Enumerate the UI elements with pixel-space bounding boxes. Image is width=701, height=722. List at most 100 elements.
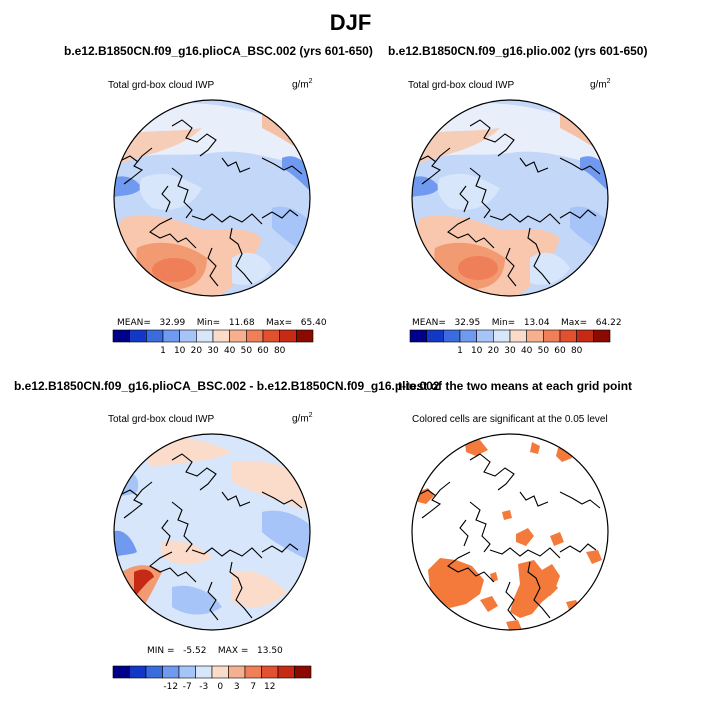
colorbar-1-segment bbox=[112, 329, 130, 343]
colorbar-1-tick-label: 50 bbox=[241, 346, 253, 356]
colorbar-2-segment bbox=[526, 329, 544, 343]
panel-2-field-light-center bbox=[437, 173, 500, 210]
panel-2-min-value: 13.04 bbox=[523, 318, 550, 328]
colorbar-1-segment bbox=[196, 329, 214, 343]
panel-1-polar-map bbox=[113, 99, 311, 297]
colorbar-3-segment bbox=[112, 665, 130, 679]
panel-2-map-border bbox=[411, 99, 609, 297]
figure-title: DJF bbox=[329, 10, 372, 35]
panel-2-mean-value: 32.95 bbox=[454, 318, 481, 328]
panel-3-max-value: 13.50 bbox=[257, 646, 283, 656]
colorbar-1-segment bbox=[279, 329, 297, 343]
panel-2-min-label: Min= bbox=[491, 318, 516, 328]
panel-2-variable: Total grd-box cloud IWP bbox=[408, 80, 515, 91]
panel-3-coastlines bbox=[114, 453, 303, 621]
panel-1-field-hot-max bbox=[152, 258, 196, 282]
colorbar-3-tick-label: 12 bbox=[264, 682, 275, 692]
colorbar-1-segment bbox=[129, 329, 147, 343]
panel-3-field-blue-e bbox=[262, 510, 310, 562]
panel-1-field-blue-w bbox=[114, 176, 142, 198]
panel-1-min-label: Min= bbox=[196, 318, 221, 328]
colorbar-2-segment bbox=[576, 329, 594, 343]
colorbar-3-segment bbox=[244, 665, 262, 679]
colorbar-2-tick-label: 40 bbox=[521, 346, 533, 356]
panel-2-title: b.e12.B1850CN.f09_g16.plio.002 (yrs 601-… bbox=[388, 44, 648, 58]
panel-4-coastlines bbox=[412, 453, 601, 621]
colorbar-1-tick-label: 60 bbox=[257, 346, 269, 356]
panel-1-colorbar: 1 10 20 30 40 50 60 80 bbox=[112, 329, 314, 356]
panel-1-coastlines bbox=[114, 119, 303, 287]
panel-1-min-value: 11.68 bbox=[228, 318, 255, 328]
panel-3-units: g/m2 bbox=[292, 412, 313, 425]
colorbar-3-tick-label: 0 bbox=[217, 682, 223, 692]
colorbar-2-tick-label: 60 bbox=[554, 346, 566, 356]
panel-3-max-label: MAX = bbox=[217, 646, 249, 656]
panel-3-map-border bbox=[113, 433, 311, 631]
colorbar-1-tick-label: 10 bbox=[174, 346, 186, 356]
panel-2-stats: MEAN= 32.95 Min= 13.04 Max= 64.22 bbox=[412, 318, 622, 328]
colorbar-3-tick-label: -12 bbox=[163, 682, 178, 692]
colorbar-1-tick-label: 80 bbox=[274, 346, 286, 356]
colorbar-1-segment bbox=[212, 329, 230, 343]
colorbar-2-tick-label: 30 bbox=[504, 346, 516, 356]
colorbar-2-tick-label: 10 bbox=[471, 346, 483, 356]
colorbar-1-segment bbox=[296, 329, 314, 343]
colorbar-3-tick-label: 7 bbox=[250, 682, 256, 692]
colorbar-2-tick-label: 20 bbox=[488, 346, 500, 356]
panel-1-field-light-se bbox=[232, 252, 272, 285]
panel-4-map-border bbox=[411, 433, 609, 631]
colorbar-1-segment bbox=[179, 329, 197, 343]
panel-2-field-blue-w bbox=[412, 176, 440, 198]
colorbar-1-tick-label: 30 bbox=[207, 346, 219, 356]
panel-4-field-background bbox=[412, 434, 608, 630]
colorbar-2-segment bbox=[476, 329, 494, 343]
colorbar-3-segment bbox=[261, 665, 279, 679]
panel-3-min-value: -5.52 bbox=[183, 646, 207, 656]
panel-2-field-hot-max bbox=[458, 256, 498, 280]
colorbar-3-tick-label: 3 bbox=[234, 682, 240, 692]
panel-1-mean-value: 32.99 bbox=[159, 318, 186, 328]
colorbar-1-segment bbox=[162, 329, 180, 343]
colorbar-2-segment bbox=[409, 329, 427, 343]
panel-1-field-light-center bbox=[139, 173, 202, 210]
panel-1-variable: Total grd-box cloud IWP bbox=[108, 80, 215, 91]
panel-2-colorbar: 1 10 20 30 40 50 60 80 bbox=[409, 329, 611, 356]
colorbar-3-tick-label: -3 bbox=[199, 682, 208, 692]
panel-3-variable: Total grd-box cloud IWP bbox=[108, 414, 215, 425]
colorbar-1-segment bbox=[229, 329, 247, 343]
colorbar-2-segment bbox=[493, 329, 511, 343]
colorbar-3-segment bbox=[277, 665, 295, 679]
colorbar-3-segment bbox=[294, 665, 312, 679]
panel-2-field-light-se bbox=[530, 252, 570, 285]
colorbar-1-segment bbox=[146, 329, 164, 343]
panel-3-field-blue-s bbox=[172, 585, 222, 615]
panel-1-mean-label: MEAN= bbox=[117, 318, 151, 328]
panel-2-mean-label: MEAN= bbox=[412, 318, 446, 328]
colorbar-2-segment bbox=[543, 329, 561, 343]
panel-4-polar-map bbox=[411, 433, 609, 631]
colorbar-2-segment bbox=[559, 329, 577, 343]
panel-2-polar-map bbox=[411, 99, 609, 297]
colorbar-2-tick-label: 80 bbox=[571, 346, 583, 356]
panel-3-field-hot-max bbox=[134, 569, 154, 597]
colorbar-3-segment bbox=[145, 665, 163, 679]
colorbar-2-segment bbox=[443, 329, 461, 343]
panel-2-units: g/m2 bbox=[590, 78, 611, 91]
colorbar-1-segment bbox=[246, 329, 264, 343]
panel-3-min-label: MIN = bbox=[147, 646, 175, 656]
colorbar-2-segment bbox=[426, 329, 444, 343]
panel-3-stats: MIN = -5.52 MAX = 13.50 bbox=[147, 646, 283, 656]
panel-1-max-value: 65.40 bbox=[300, 318, 327, 328]
panel-1-units: g/m2 bbox=[292, 78, 313, 91]
colorbar-2-tick-label: 50 bbox=[538, 346, 550, 356]
panel-1-stats: MEAN= 32.99 Min= 11.68 Max= 65.40 bbox=[117, 318, 327, 328]
colorbar-2-segment bbox=[459, 329, 477, 343]
colorbar-2-segment bbox=[593, 329, 611, 343]
colorbar-3-segment bbox=[195, 665, 213, 679]
colorbar-3-tick-label: -7 bbox=[183, 682, 192, 692]
panel-1-title: b.e12.B1850CN.f09_g16.plioCA_BSC.002 (yr… bbox=[64, 44, 373, 58]
panel-1-max-label: Max= bbox=[266, 318, 293, 328]
colorbar-1-segment bbox=[262, 329, 280, 343]
colorbar-3-segment bbox=[162, 665, 180, 679]
panel-3-polar-map bbox=[113, 433, 311, 631]
